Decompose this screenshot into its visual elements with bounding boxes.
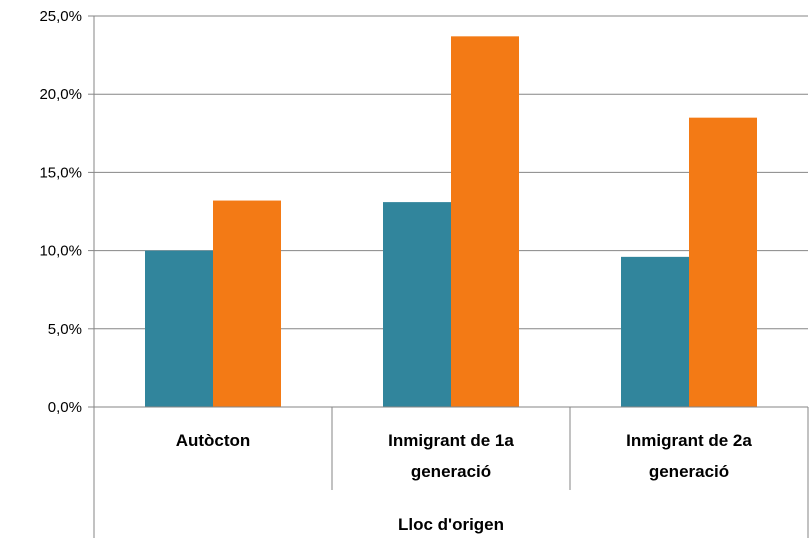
y-tick-labels: 0,0% 5,0% 10,0% 15,0% 20,0% 25,0% [39, 8, 82, 416]
bar [689, 117, 757, 407]
x-category-label: Autòcton [176, 431, 251, 450]
y-tick-label: 25,0% [39, 8, 82, 25]
bar [213, 200, 281, 407]
x-category-label: Inmigrant de 2a generació [626, 431, 752, 481]
bars [145, 36, 757, 407]
x-axis-title: Lloc d'origen [398, 515, 504, 534]
bar [145, 250, 213, 407]
bar [451, 36, 519, 407]
y-tick-label: 20,0% [39, 86, 82, 103]
axes [93, 16, 809, 538]
x-category-label: Inmigrant de 1a generació [388, 431, 514, 481]
y-tick-label: 0,0% [48, 399, 82, 416]
bar [621, 256, 689, 407]
bar [383, 202, 451, 407]
x-category-labels: Autòcton Inmigrant de 1a generació Inmigran… [176, 407, 752, 490]
y-tick-label: 10,0% [39, 243, 82, 260]
y-tick-label: 5,0% [48, 321, 82, 338]
y-tick-label: 15,0% [39, 164, 82, 181]
